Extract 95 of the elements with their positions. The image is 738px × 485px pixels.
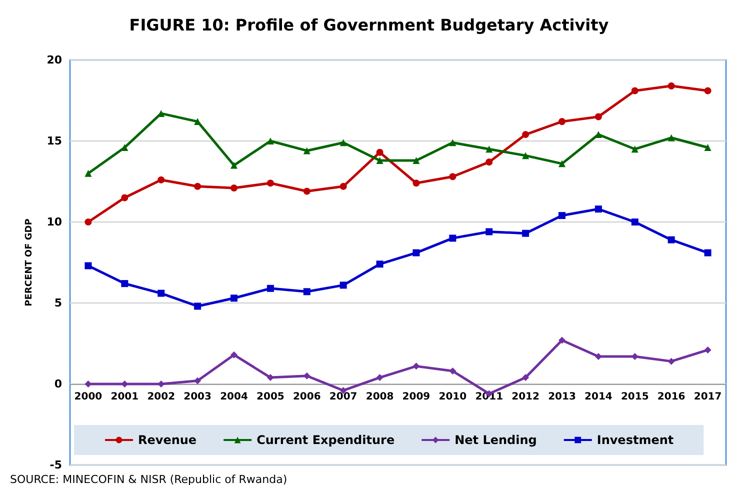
point [412, 362, 420, 370]
point [121, 280, 128, 288]
point [522, 131, 530, 138]
x-tick-label: 2014 [584, 392, 612, 402]
point [449, 139, 456, 146]
point [486, 158, 493, 166]
point [84, 262, 92, 270]
point [158, 380, 165, 388]
point [303, 147, 310, 154]
x-tick-label: 2017 [694, 392, 722, 402]
point [266, 180, 274, 187]
point [266, 138, 274, 144]
point [558, 336, 566, 344]
point [449, 368, 456, 375]
y-tick-label: -5 [50, 458, 62, 472]
x-tick-label: 2005 [256, 392, 284, 402]
point [340, 182, 347, 190]
x-tick-label: 2003 [184, 392, 212, 402]
point [631, 87, 638, 94]
point [376, 156, 384, 164]
point [194, 182, 202, 190]
x-tick-label: 2004 [220, 392, 248, 402]
x-tick-label: 2002 [147, 392, 176, 402]
y-tick-label: 10 [46, 216, 62, 228]
chart-title: FIGURE 10: Profile of Government Budgetary Activity [129, 16, 610, 34]
point [704, 144, 712, 151]
point [230, 184, 238, 192]
point [84, 218, 92, 226]
point [121, 194, 128, 202]
point [376, 374, 384, 382]
point [704, 346, 712, 354]
legend-label: Net Lending [454, 433, 537, 447]
x-tick-label: 2009 [402, 392, 430, 402]
point [522, 152, 530, 160]
legend-label: Investment [596, 433, 674, 447]
point [522, 374, 530, 382]
point [158, 290, 165, 297]
legend-label: Current Expenditure [256, 433, 395, 447]
point [668, 236, 675, 244]
point [84, 170, 92, 177]
point [486, 146, 493, 153]
point [230, 294, 238, 302]
y-tick-label: 20 [46, 54, 62, 66]
point [594, 113, 602, 120]
point [594, 206, 602, 213]
point [340, 139, 347, 146]
point [303, 372, 310, 380]
point [412, 156, 420, 164]
point [486, 228, 493, 236]
point [303, 188, 310, 195]
point [266, 284, 274, 292]
point [194, 302, 202, 310]
y-tick-label: 5 [54, 296, 62, 310]
point [376, 260, 384, 268]
point [558, 212, 566, 220]
point [230, 351, 238, 358]
point [121, 144, 128, 151]
x-tick-label: 2008 [366, 392, 394, 402]
point [84, 380, 92, 388]
point [230, 162, 238, 169]
point [558, 160, 566, 168]
x-tick-label: 2006 [292, 392, 321, 402]
x-tick-label: 2001 [110, 392, 139, 402]
y-tick-label: 0 [54, 378, 62, 390]
point [194, 377, 202, 384]
y-axis-title: PERCENT OF GDP [24, 218, 34, 306]
point [158, 176, 165, 184]
x-tick-label: 2000 [74, 392, 102, 402]
point [558, 118, 566, 126]
point [303, 288, 310, 296]
point [631, 218, 638, 226]
point [266, 374, 274, 382]
source-note: SOURCE: MINECOFIN & NISR (Republic of Rwanda) [10, 473, 288, 485]
x-tick-label: 2010 [438, 392, 467, 402]
point [340, 282, 347, 289]
legend-label: Revenue [138, 433, 197, 447]
point [522, 230, 530, 237]
point [668, 82, 675, 90]
point [668, 358, 675, 365]
point [594, 352, 602, 360]
x-tick-label: 2013 [548, 392, 576, 402]
point [449, 234, 456, 242]
point [376, 148, 384, 156]
point [449, 173, 456, 180]
y-tick-label: 15 [46, 134, 62, 148]
point [704, 87, 712, 94]
x-tick-label: 2015 [620, 392, 649, 402]
x-tick-label: 2012 [512, 392, 540, 402]
point [704, 249, 712, 256]
point [631, 146, 638, 153]
x-tick-label: 2007 [329, 392, 358, 402]
x-tick-label: 2016 [657, 392, 686, 402]
point [412, 249, 420, 256]
point [668, 134, 675, 142]
point [412, 180, 420, 187]
